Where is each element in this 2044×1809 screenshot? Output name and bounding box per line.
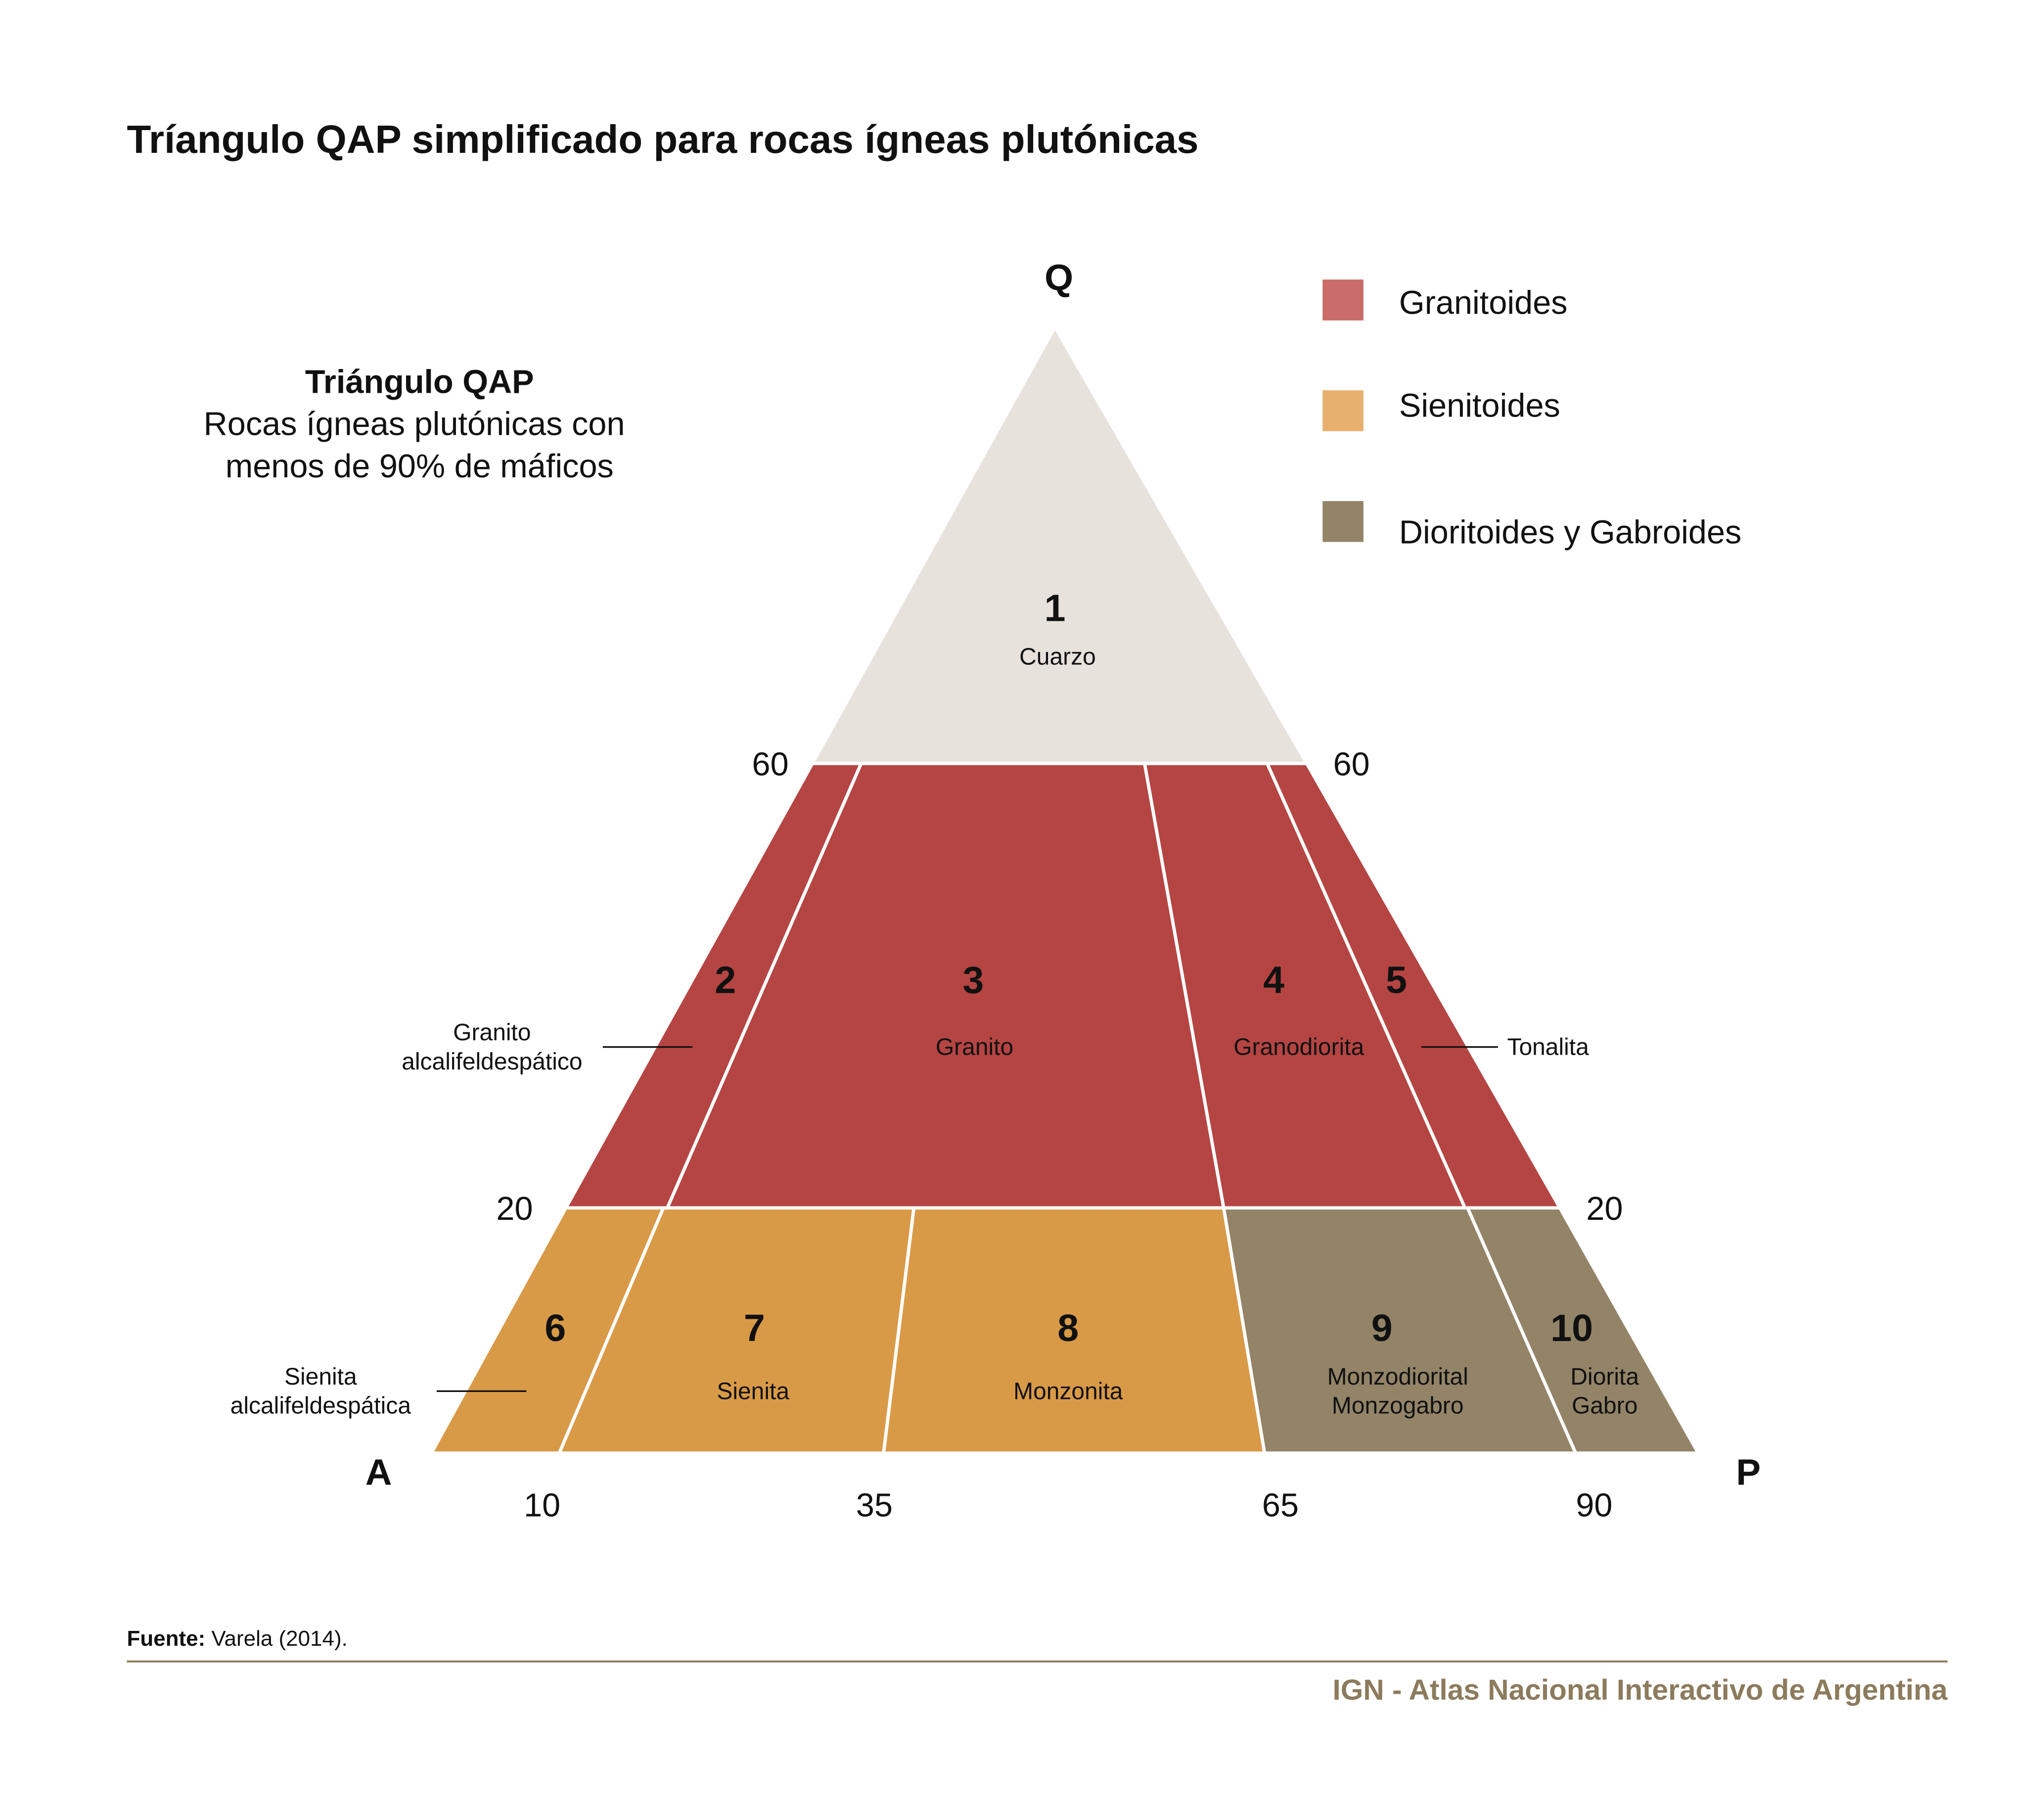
subtitle-line2: menos de 90% de máficos	[226, 448, 614, 485]
vertex-p-label: P	[1736, 1451, 1761, 1493]
legend-label-granitoides: Granitoides	[1399, 284, 1568, 321]
source-label: Fuente:	[127, 1626, 205, 1651]
field-1-cuarzo	[811, 325, 1309, 765]
legend-swatch-sienitoides	[1322, 390, 1363, 431]
field-2-number: 2	[715, 959, 736, 1001]
field-10-name-line1: Diorita	[1570, 1364, 1639, 1390]
credit-text: IGN - Atlas Nacional Interactivo de Arge…	[1332, 1674, 1948, 1706]
field-8-number: 8	[1057, 1307, 1079, 1349]
source-line: Fuente: Varela (2014).	[127, 1626, 347, 1651]
page-title: Tríangulo QAP simplificado para rocas íg…	[127, 117, 1198, 161]
legend: Granitoides Sienitoides Dioritoides y Ga…	[1322, 279, 1741, 551]
qap-triangle	[429, 325, 1700, 1455]
field-3-name: Granito	[936, 1034, 1013, 1061]
field-3-number: 3	[962, 959, 984, 1001]
vertex-q-label: Q	[1045, 256, 1073, 298]
subtitle-block: Triángulo QAP Rocas ígneas plutónicas co…	[204, 364, 625, 485]
tick-bottom-35: 35	[856, 1487, 893, 1524]
footer: Fuente: Varela (2014). IGN - Atlas Nacio…	[127, 1626, 1948, 1706]
legend-label-dioritoides-gabroides: Dioritoides y Gabroides	[1399, 514, 1741, 551]
label-sienita-alcalifeldespatica-line2: alcalifeldespática	[230, 1393, 411, 1419]
subtitle-heading: Triángulo QAP	[305, 364, 534, 400]
tick-right-60: 60	[1333, 746, 1370, 783]
tick-left-60: 60	[752, 746, 789, 783]
field-1-name: Cuarzo	[1019, 644, 1096, 670]
label-tonalita: Tonalita	[1507, 1034, 1589, 1061]
field-6-number: 6	[545, 1307, 566, 1349]
field-4-number: 4	[1263, 959, 1284, 1001]
label-sienita-alcalifeldespatica-line1: Sienita	[284, 1364, 357, 1390]
legend-swatch-granitoides	[1322, 279, 1363, 321]
field-9-name-line2: Monzogabro	[1332, 1393, 1464, 1419]
label-granito-alcalifeldespatico-line2: alcalifeldespático	[402, 1049, 582, 1075]
legend-swatch-dioritoides-gabroides	[1322, 501, 1363, 542]
field-7-number: 7	[744, 1307, 765, 1349]
subtitle-line1: Rocas ígneas plutónicas con	[204, 406, 625, 443]
field-10-diorita-gabro	[1466, 1206, 1700, 1455]
vertex-a-label: A	[365, 1451, 392, 1493]
source-text: Varela (2014).	[205, 1626, 348, 1651]
external-labels: Granito alcalifeldespático Tonalita Sien…	[230, 1020, 1589, 1419]
field-1-number: 1	[1045, 587, 1066, 630]
tick-bottom-65: 65	[1262, 1487, 1299, 1524]
legend-label-sienitoides: Sienitoides	[1399, 387, 1560, 424]
label-granito-alcalifeldespatico-line1: Granito	[453, 1020, 531, 1046]
field-8-name: Monzonita	[1013, 1378, 1123, 1404]
field-5-number: 5	[1386, 959, 1407, 1001]
field-7-name: Sienita	[717, 1378, 789, 1404]
field-10-name-line2: Gabro	[1572, 1393, 1637, 1419]
tick-bottom-10: 10	[524, 1487, 560, 1524]
tick-right-20: 20	[1586, 1191, 1623, 1227]
tick-left-20: 20	[496, 1191, 533, 1227]
field-4-name: Granodiorita	[1233, 1034, 1364, 1061]
field-9-number: 9	[1371, 1307, 1393, 1349]
tick-bottom-90: 90	[1576, 1487, 1612, 1524]
field-9-name-line1: Monzodiorital	[1327, 1364, 1468, 1390]
field-10-number: 10	[1550, 1307, 1593, 1349]
